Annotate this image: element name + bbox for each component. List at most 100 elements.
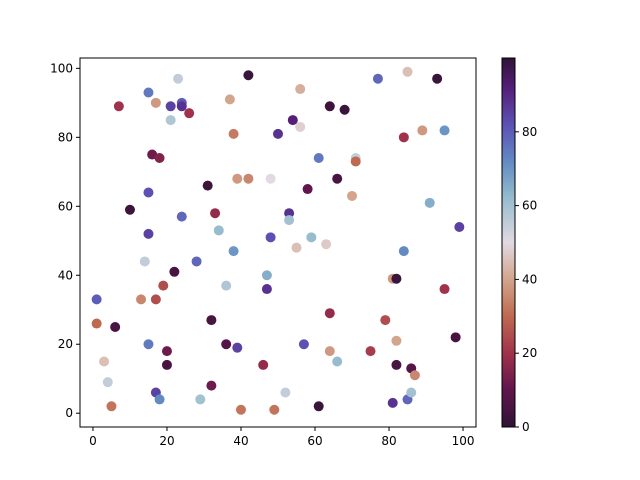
data-point <box>372 73 383 84</box>
data-point <box>350 156 361 167</box>
data-point <box>113 101 124 112</box>
data-point <box>221 339 232 350</box>
data-point <box>110 321 121 332</box>
data-point <box>391 273 402 284</box>
plot-area <box>91 66 465 415</box>
data-point <box>232 342 243 353</box>
colorbar-tick-label: 0 <box>522 420 530 434</box>
x-tick-label: 60 <box>307 434 322 448</box>
data-point <box>243 173 254 184</box>
y-tick-label: 0 <box>65 406 73 420</box>
data-point <box>232 173 243 184</box>
y-tick-label: 100 <box>50 61 73 75</box>
data-point <box>398 132 409 143</box>
data-point <box>165 115 176 126</box>
data-point <box>191 256 202 267</box>
colorbar-tick-label: 60 <box>522 199 537 213</box>
data-point <box>139 256 150 267</box>
y-axis: 0 20 40 60 80 100 <box>50 61 80 420</box>
data-point <box>365 346 376 357</box>
data-point <box>332 356 343 367</box>
data-point <box>450 332 461 343</box>
data-point <box>184 108 195 119</box>
data-point <box>306 232 317 243</box>
data-point <box>291 242 302 253</box>
colorbar-tick-label: 40 <box>522 272 537 286</box>
data-point <box>213 225 224 236</box>
data-point <box>165 101 176 112</box>
data-point <box>324 308 335 319</box>
data-point <box>243 70 254 81</box>
data-point <box>261 270 272 281</box>
data-point <box>154 153 165 164</box>
data-point <box>224 94 235 105</box>
colorbar-gradient <box>502 58 515 427</box>
data-point <box>173 73 184 84</box>
data-point <box>298 339 309 350</box>
data-point <box>391 359 402 370</box>
x-tick-label: 100 <box>452 434 475 448</box>
x-tick-label: 20 <box>159 434 174 448</box>
data-point <box>339 104 350 115</box>
data-point <box>210 208 221 219</box>
data-point <box>409 370 420 381</box>
x-tick-label: 40 <box>233 434 248 448</box>
data-point <box>454 221 465 232</box>
data-point <box>387 397 398 408</box>
data-point <box>273 128 283 139</box>
data-point <box>432 73 443 84</box>
data-point <box>176 211 187 222</box>
y-tick-label: 20 <box>58 337 73 351</box>
colorbar-tick-label: 80 <box>522 125 537 139</box>
data-point <box>202 180 213 191</box>
colorbar-frame <box>501 57 516 428</box>
data-point <box>417 125 428 136</box>
data-point <box>324 346 335 357</box>
data-point <box>150 294 161 305</box>
data-point <box>158 280 169 291</box>
data-point <box>424 197 435 208</box>
data-point <box>143 339 154 350</box>
colorbar-axis: 0 20 40 60 80 <box>515 125 537 434</box>
data-point <box>228 128 239 139</box>
data-point <box>176 101 187 112</box>
data-point <box>195 394 206 405</box>
data-point <box>136 294 147 305</box>
data-point <box>284 208 295 219</box>
data-point <box>402 66 413 77</box>
data-point <box>102 377 113 388</box>
data-point <box>265 173 276 184</box>
data-point <box>150 97 161 108</box>
data-point <box>143 187 154 198</box>
data-point <box>99 356 110 367</box>
data-point <box>265 232 276 243</box>
plot-frame <box>79 57 477 428</box>
colorbar-tick-label: 20 <box>522 346 537 360</box>
x-tick-label: 0 <box>89 434 97 448</box>
data-point <box>261 284 272 295</box>
data-point <box>302 184 313 195</box>
data-point <box>228 246 239 257</box>
data-point <box>313 401 324 412</box>
data-point <box>269 404 280 415</box>
data-point <box>332 173 343 184</box>
data-point <box>406 387 417 398</box>
data-point <box>258 359 269 370</box>
colorbar: 0 20 40 60 80 <box>501 57 537 434</box>
data-point <box>284 215 295 226</box>
data-point <box>347 190 358 201</box>
data-point <box>161 346 172 357</box>
data-point <box>124 204 135 215</box>
data-point <box>380 315 391 326</box>
x-tick-label: 80 <box>381 434 396 448</box>
y-tick-label: 80 <box>58 130 73 144</box>
data-point <box>324 101 335 112</box>
data-point <box>287 115 298 126</box>
data-point <box>321 239 332 250</box>
data-point <box>169 266 180 277</box>
data-point <box>143 228 154 239</box>
data-point <box>91 294 102 305</box>
data-point <box>206 380 217 391</box>
y-tick-label: 40 <box>58 268 73 282</box>
